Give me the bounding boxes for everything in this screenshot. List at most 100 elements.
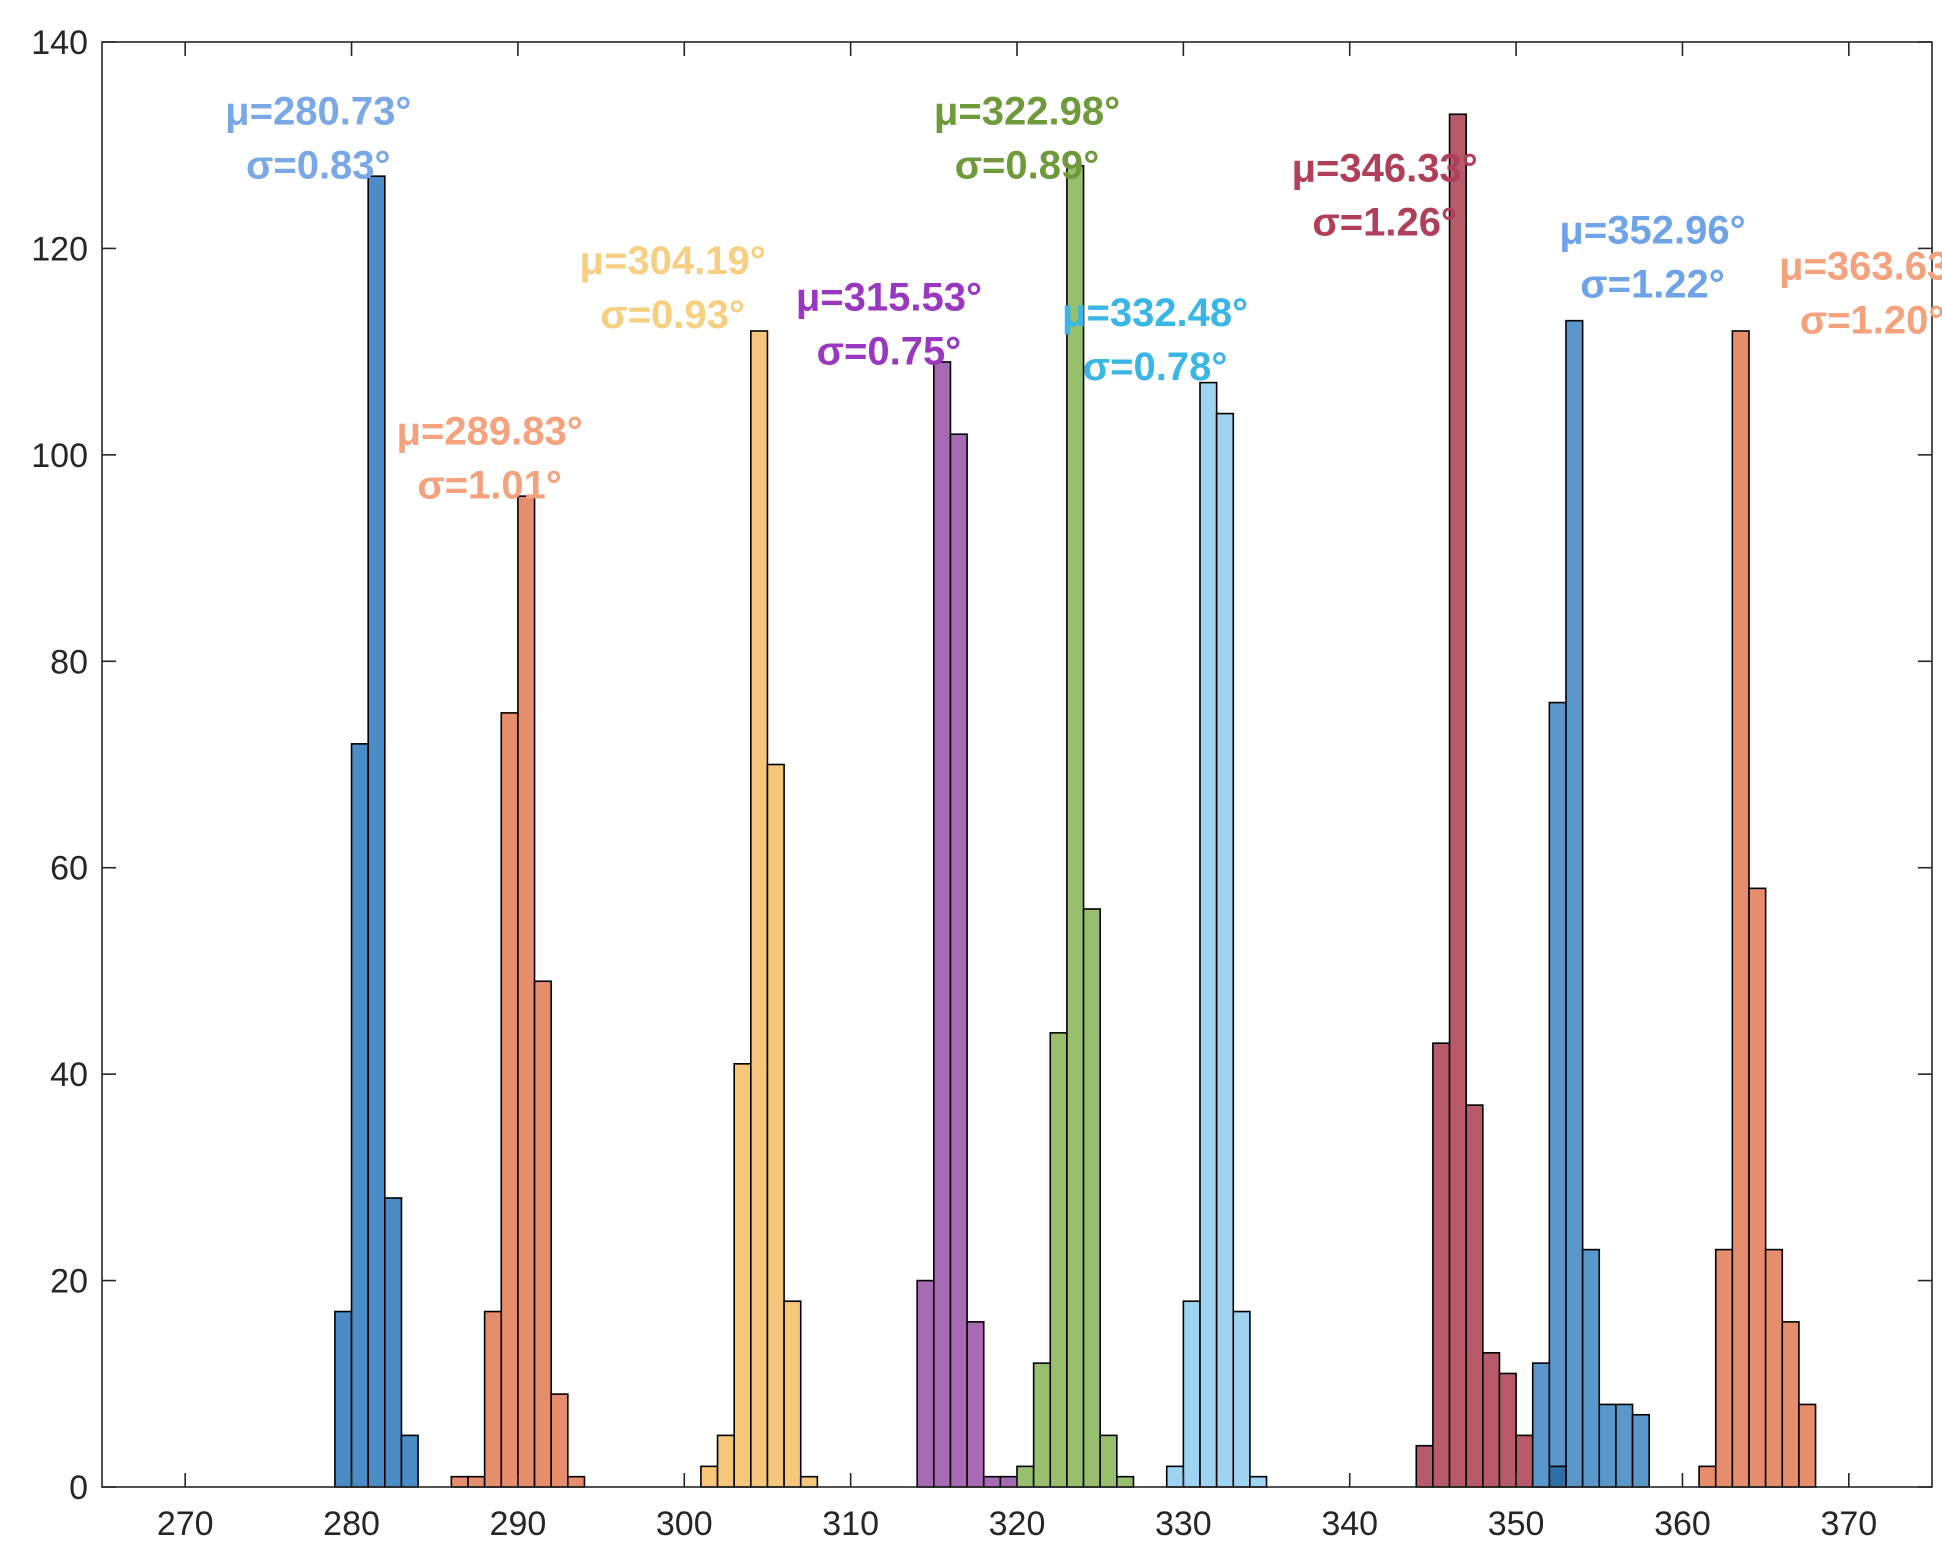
annotation-sigma-8: σ=1.20° [1800,298,1942,342]
annotation-sigma-2: σ=0.93° [600,293,745,337]
series-8-bar-1 [1714,1248,1734,1488]
series-2-bar-4 [766,763,785,1488]
series-4-bar-6 [1116,1475,1135,1488]
y-tick-label-0: 0 [69,1469,88,1507]
series-0-bar-2 [367,175,386,1488]
series-1-bar-5 [533,980,552,1488]
y-tick-label-4: 80 [50,643,88,681]
series-2-bar-1 [716,1434,735,1488]
overlap-bar-0 [1548,1465,1567,1488]
series-7-bar-2 [1565,319,1584,1488]
series-2-bar-3 [750,330,769,1488]
x-tick-label-2: 290 [490,1505,547,1543]
series-5-bar-0 [1165,1465,1185,1488]
y-tick-label-1: 20 [50,1263,88,1301]
x-tick-label-1: 280 [323,1505,380,1543]
series-6-bar-3 [1465,1104,1484,1488]
annotation-sigma-6: σ=1.26° [1312,200,1457,244]
annotation-sigma-4: σ=0.89° [955,144,1100,188]
series-1-bar-6 [550,1393,569,1488]
series-6-bar-1 [1432,1042,1451,1488]
series-3-bar-2 [949,433,968,1488]
x-tick-label-5: 320 [989,1505,1046,1543]
annotation-sigma-7: σ=1.22° [1580,262,1725,306]
series-5-bar-5 [1249,1475,1268,1488]
annotation-mu-0: μ=280.73° [225,90,411,134]
series-2-bar-5 [783,1300,802,1488]
y-tick-label-6: 120 [31,230,88,268]
series-0-bar-1 [350,743,369,1488]
annotation-mu-6: μ=346.33° [1292,146,1478,190]
series-6-bar-0 [1415,1444,1434,1488]
annotation-mu-2: μ=304.19° [580,239,766,283]
x-tick-label-10: 370 [1820,1505,1877,1543]
series-1-bar-2 [483,1310,503,1488]
series-6-bar-6 [1515,1434,1534,1488]
series-0-bar-0 [334,1310,353,1488]
series-3-bar-1 [933,361,952,1488]
series-1-bar-4 [517,495,536,1488]
series-1-bar-7 [567,1475,586,1488]
series-4-bar-2 [1049,1032,1068,1488]
series-0-bar-3 [384,1197,403,1488]
series-7-bar-6 [1631,1413,1650,1488]
annotation-sigma-0: σ=0.83° [246,144,391,188]
series-6-bar-5 [1498,1372,1517,1488]
series-2-bar-6 [799,1475,819,1488]
annotation-mu-3: μ=315.53° [796,275,982,319]
annotation-mu-8: μ=363.63° [1779,244,1942,288]
series-2-bar-0 [700,1465,719,1488]
series-3-bar-4 [982,1475,1002,1488]
series-7-bar-1 [1548,701,1567,1488]
series-4-bar-1 [1032,1362,1052,1488]
series-8-bar-0 [1698,1465,1717,1488]
series-1-bar-3 [500,712,519,1488]
axis-ticks: 270 280 290 300 310 320 330 340 350 360 370 0 20 40 60… [31,24,1932,1543]
x-tick-label-8: 350 [1488,1505,1545,1543]
annotation-mu-7: μ=352.96° [1559,208,1745,252]
y-tick-label-5: 100 [31,437,88,475]
series-8-bar-2 [1731,330,1750,1488]
series-4-bar-5 [1099,1434,1118,1488]
annotation-sigma-5: σ=0.78° [1083,345,1228,389]
y-tick-label-3: 60 [50,850,88,888]
series-3-bar-3 [966,1321,985,1488]
series-4-bar-0 [1016,1465,1035,1488]
y-tick-label-7: 140 [31,24,88,62]
y-tick-label-2: 40 [50,1056,88,1094]
series-4-bar-3 [1066,165,1085,1488]
distribution-annotations: μ=280.73° σ=0.83° μ=289.83° σ=1.01° μ=304.19… [225,90,1942,508]
series-0-bar-4 [400,1434,419,1488]
x-tick-label-7: 340 [1321,1505,1378,1543]
x-tick-label-4: 310 [822,1505,879,1543]
annotation-sigma-3: σ=0.75° [817,329,962,373]
series-5-bar-4 [1232,1310,1251,1488]
series-8-bar-3 [1748,887,1767,1488]
series-5-bar-3 [1215,412,1235,1488]
annotation-mu-4: μ=322.98° [934,90,1120,134]
series-8-bar-4 [1764,1248,1784,1488]
series-8-bar-6 [1798,1403,1817,1488]
series-7-bar-3 [1581,1248,1601,1488]
series-6-bar-2 [1448,113,1467,1488]
series-8-bar-5 [1781,1321,1800,1488]
annotation-sigma-1: σ=1.01° [417,464,562,508]
series-1-bar-0 [450,1475,469,1488]
x-tick-label-9: 360 [1654,1505,1711,1543]
series-5-bar-2 [1199,381,1218,1488]
series-1-bar-1 [467,1475,486,1488]
series-3-bar-0 [916,1279,935,1488]
series-4-bar-4 [1082,908,1101,1488]
series-7-bar-0 [1531,1362,1551,1488]
annotation-mu-1: μ=289.83° [397,410,583,454]
x-tick-label-3: 300 [656,1505,713,1543]
x-tick-label-6: 330 [1155,1505,1212,1543]
series-2-bar-2 [733,1063,752,1488]
series-3-bar-5 [999,1475,1018,1488]
annotation-mu-5: μ=332.48° [1062,291,1248,335]
x-tick-label-0: 270 [157,1505,214,1543]
series-7-bar-4 [1598,1403,1617,1488]
series-6-bar-4 [1482,1352,1501,1488]
series-7-bar-5 [1615,1403,1634,1488]
